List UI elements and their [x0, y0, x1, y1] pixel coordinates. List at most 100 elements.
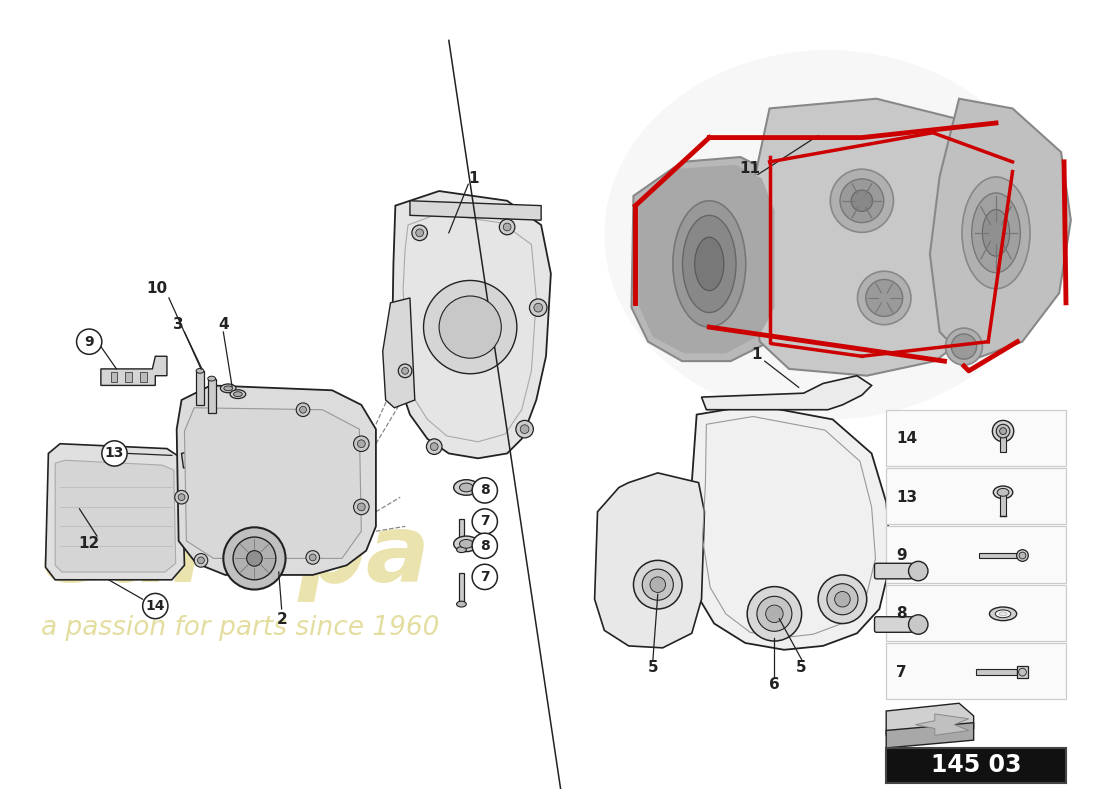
Circle shape [358, 503, 365, 510]
Text: a passion for parts since 1960: a passion for parts since 1960 [41, 615, 439, 642]
Polygon shape [638, 165, 774, 354]
Polygon shape [410, 201, 541, 220]
Text: 9: 9 [85, 334, 94, 349]
Ellipse shape [851, 190, 872, 211]
Circle shape [472, 478, 497, 503]
Ellipse shape [456, 601, 466, 607]
Text: 11: 11 [739, 161, 760, 176]
Ellipse shape [982, 210, 1010, 256]
Ellipse shape [996, 610, 1011, 618]
Bar [140, 372, 146, 382]
Circle shape [246, 550, 262, 566]
Ellipse shape [233, 392, 242, 397]
Circle shape [402, 367, 408, 374]
Ellipse shape [460, 539, 473, 548]
FancyBboxPatch shape [874, 617, 912, 632]
Bar [125, 372, 132, 382]
Text: 6: 6 [769, 678, 780, 692]
Ellipse shape [456, 546, 466, 553]
Circle shape [427, 439, 442, 454]
Circle shape [411, 225, 428, 241]
Text: 5: 5 [796, 660, 807, 674]
Text: 1: 1 [751, 347, 762, 362]
Text: 14: 14 [145, 599, 165, 613]
Bar [887, 410, 1066, 466]
Circle shape [634, 560, 682, 609]
Text: 14: 14 [895, 431, 917, 446]
Text: 2: 2 [276, 612, 287, 627]
Text: 12: 12 [78, 536, 100, 551]
Circle shape [296, 403, 310, 417]
Ellipse shape [453, 536, 478, 552]
Circle shape [757, 596, 792, 631]
Ellipse shape [673, 201, 746, 327]
Circle shape [499, 219, 515, 234]
Ellipse shape [683, 215, 736, 313]
Circle shape [642, 569, 673, 600]
Bar [887, 468, 1066, 525]
Polygon shape [101, 356, 167, 386]
Ellipse shape [992, 421, 1014, 442]
Ellipse shape [604, 50, 1052, 419]
Polygon shape [750, 98, 988, 376]
Circle shape [909, 562, 928, 581]
Text: 145 03: 145 03 [931, 754, 1021, 778]
Circle shape [358, 440, 365, 448]
Ellipse shape [830, 169, 893, 232]
Text: 13: 13 [895, 490, 917, 505]
Circle shape [835, 591, 850, 607]
Circle shape [178, 494, 185, 501]
FancyBboxPatch shape [874, 563, 912, 579]
Bar [887, 526, 1066, 582]
Polygon shape [887, 703, 974, 735]
Text: 10: 10 [146, 281, 168, 296]
Circle shape [143, 594, 168, 618]
Ellipse shape [196, 369, 204, 374]
Polygon shape [689, 405, 891, 650]
Ellipse shape [695, 238, 724, 290]
Circle shape [102, 441, 128, 466]
Ellipse shape [971, 193, 1021, 273]
Text: 7: 7 [480, 514, 490, 529]
Circle shape [472, 509, 497, 534]
Circle shape [516, 421, 534, 438]
Polygon shape [595, 473, 704, 648]
Bar [979, 553, 1023, 558]
Circle shape [472, 533, 497, 558]
Circle shape [309, 554, 316, 561]
Bar [887, 748, 1066, 783]
Bar [887, 585, 1066, 641]
Text: eurOpa: eurOpa [40, 510, 430, 602]
Polygon shape [887, 722, 974, 748]
Bar [1016, 666, 1028, 678]
Polygon shape [930, 98, 1070, 361]
Ellipse shape [989, 607, 1016, 621]
Ellipse shape [866, 279, 903, 317]
Text: 3: 3 [174, 317, 184, 332]
Ellipse shape [993, 486, 1013, 498]
Text: 9: 9 [895, 548, 906, 563]
Bar [459, 573, 464, 604]
Circle shape [424, 281, 517, 374]
Ellipse shape [1019, 552, 1026, 559]
Circle shape [195, 554, 208, 567]
Circle shape [747, 586, 802, 641]
Ellipse shape [946, 328, 982, 365]
Polygon shape [702, 376, 871, 410]
Bar [1000, 431, 1006, 453]
Ellipse shape [840, 179, 883, 222]
Circle shape [909, 614, 928, 634]
Ellipse shape [962, 177, 1030, 289]
Circle shape [529, 299, 547, 317]
Polygon shape [185, 408, 361, 558]
Bar [976, 670, 1016, 675]
Polygon shape [182, 449, 204, 468]
Circle shape [77, 329, 102, 354]
Polygon shape [55, 460, 176, 572]
Ellipse shape [998, 489, 1009, 496]
Ellipse shape [460, 483, 473, 492]
Bar [208, 378, 216, 413]
Text: 8: 8 [480, 538, 490, 553]
Text: 5: 5 [648, 660, 658, 674]
Ellipse shape [1016, 550, 1028, 562]
